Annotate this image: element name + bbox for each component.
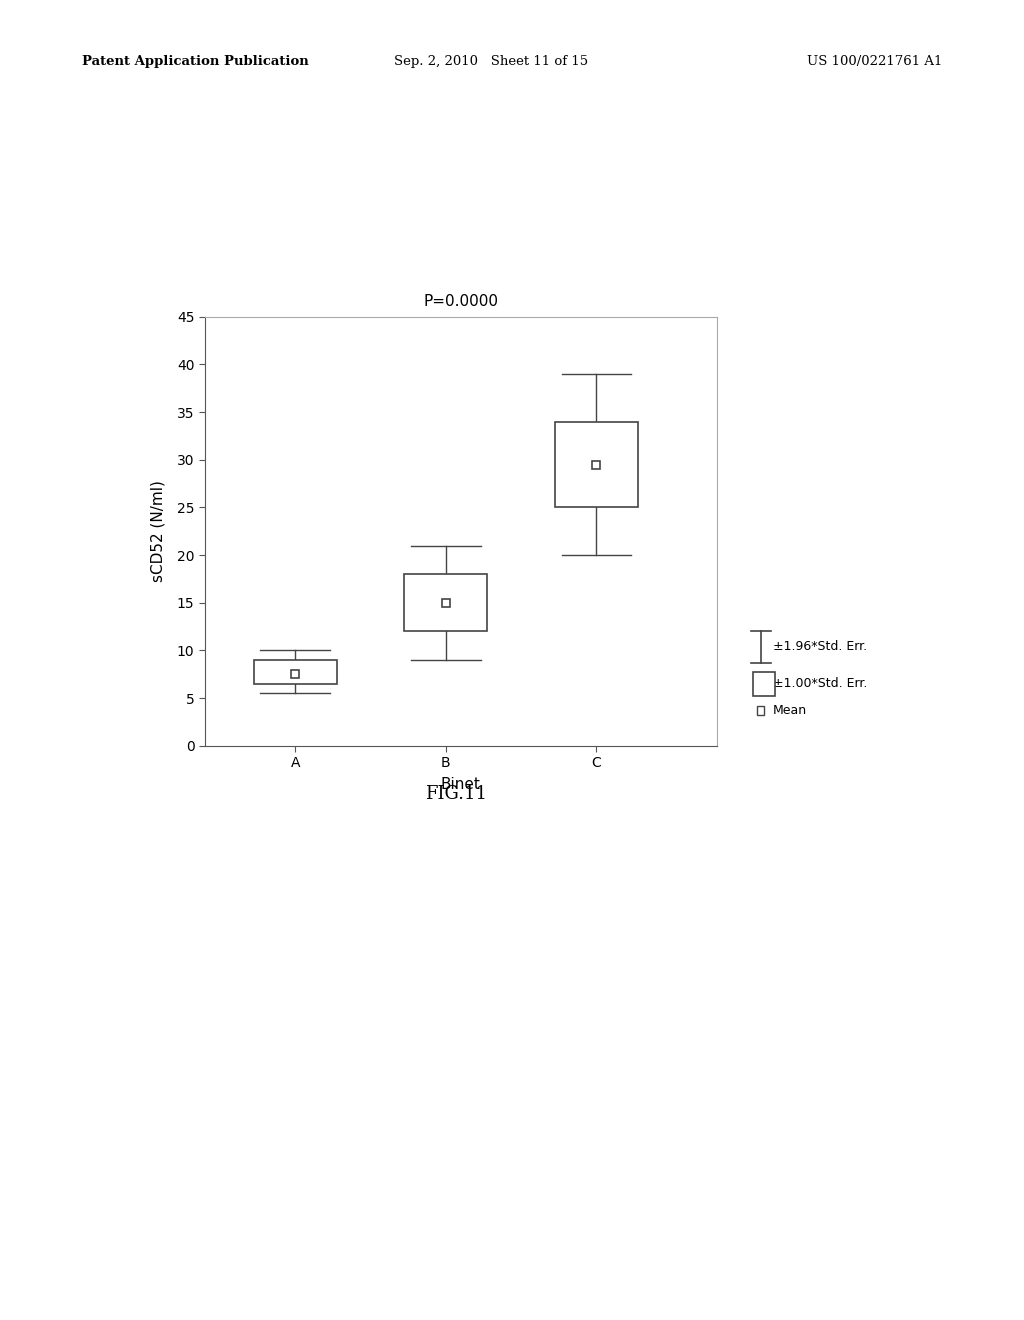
Text: ±1.96*Std. Err.: ±1.96*Std. Err. [773,640,867,653]
Text: Patent Application Publication: Patent Application Publication [82,55,308,69]
Bar [254,660,337,684]
Bar [404,574,487,631]
X-axis label: Binet: Binet [441,777,480,792]
Text: Sep. 2, 2010   Sheet 11 of 15: Sep. 2, 2010 Sheet 11 of 15 [394,55,589,69]
Text: Mean: Mean [773,704,807,717]
Text: FIG.11: FIG.11 [425,785,486,804]
Bar [555,421,638,507]
Y-axis label: sCD52 (N/ml): sCD52 (N/ml) [151,480,166,582]
Title: P=0.0000: P=0.0000 [423,293,499,309]
Text: ±1.00*Std. Err.: ±1.00*Std. Err. [773,677,867,690]
Text: US 100/0221761 A1: US 100/0221761 A1 [807,55,942,69]
